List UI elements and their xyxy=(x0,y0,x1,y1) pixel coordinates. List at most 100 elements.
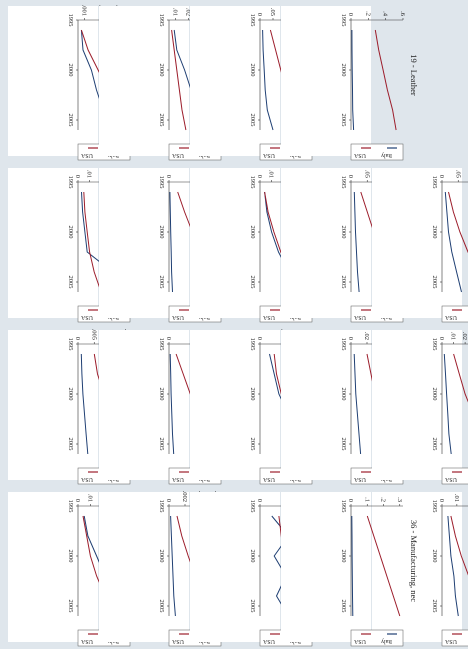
series-line-italy xyxy=(170,515,176,617)
legend-label: USA xyxy=(80,638,93,644)
panel-background xyxy=(99,168,189,318)
legend-label: USA xyxy=(262,152,275,158)
x-tick-label: 1995 xyxy=(158,14,165,27)
x-tick-label: 1995 xyxy=(249,500,256,513)
x-tick-label: 2005 xyxy=(249,276,256,289)
legend-label: USA xyxy=(80,476,93,482)
panel-background xyxy=(99,330,189,480)
x-tick-label: 2005 xyxy=(249,114,256,127)
x-tick-label: 2005 xyxy=(67,276,74,289)
x-tick-label: 1995 xyxy=(431,338,438,351)
x-tick-label: 2005 xyxy=(249,438,256,451)
y-tick-label: .01 xyxy=(172,8,179,16)
x-tick-label: 1995 xyxy=(158,338,165,351)
x-tick-label: 2000 xyxy=(249,226,256,239)
x-tick-label: 2000 xyxy=(340,64,347,77)
x-tick-label: 1995 xyxy=(67,14,74,27)
series-line-usa xyxy=(366,515,401,617)
series-line-usa xyxy=(374,29,397,131)
legend-label: USA xyxy=(171,152,184,158)
y-tick-label: 0 xyxy=(256,175,263,178)
panel-background xyxy=(99,492,189,642)
x-tick-label: 1995 xyxy=(158,176,165,189)
y-tick-label: 0 xyxy=(165,337,172,340)
y-tick-label: 0 xyxy=(256,13,263,16)
x-tick-label: 1995 xyxy=(67,338,74,351)
legend-label: USA xyxy=(262,638,275,644)
x-tick-label: 2005 xyxy=(340,600,347,613)
x-tick-label: 2005 xyxy=(67,438,74,451)
series-line-italy xyxy=(351,29,355,131)
x-tick-label: 2005 xyxy=(158,600,165,613)
legend-label: USA xyxy=(262,476,275,482)
series-line-italy xyxy=(353,353,362,455)
x-tick-label: 2005 xyxy=(158,276,165,289)
y-tick-label: .002 xyxy=(181,491,188,502)
series-line-usa xyxy=(450,515,468,617)
panel-background xyxy=(281,6,371,156)
legend-label: USA xyxy=(353,152,366,158)
x-tick-label: 1995 xyxy=(249,14,256,27)
y-tick-label: .05 xyxy=(454,170,461,178)
y-tick-label: .01 xyxy=(268,170,275,178)
chart-panel: 1995 2000 2005 0 .1 .2 .3 36 - Manufacturing, n… xyxy=(281,492,419,647)
y-tick-label: 0 xyxy=(74,337,81,340)
legend-label: USA xyxy=(80,152,93,158)
legend-label: USA xyxy=(171,314,184,320)
y-tick-label: 0 xyxy=(438,337,445,340)
legend-label: USA xyxy=(80,314,93,320)
x-tick-label: 2005 xyxy=(158,114,165,127)
x-tick-label: 1995 xyxy=(249,176,256,189)
x-tick-label: 1995 xyxy=(67,500,74,513)
x-tick-label: 2000 xyxy=(431,388,438,401)
panel-background xyxy=(190,330,280,480)
x-tick-label: 2000 xyxy=(249,64,256,77)
series-line-italy xyxy=(353,191,360,293)
y-tick-label: 0 xyxy=(165,175,172,178)
series-line-italy xyxy=(443,353,452,455)
x-tick-label: 1995 xyxy=(431,176,438,189)
legend-label: USA xyxy=(171,638,184,644)
x-tick-label: 2000 xyxy=(67,550,74,563)
y-tick-label: 0 xyxy=(347,499,354,502)
x-tick-label: 2005 xyxy=(340,276,347,289)
chart-title: 36 - Manufacturing, nec xyxy=(409,520,419,602)
panel-background xyxy=(281,168,371,318)
x-tick-label: 1995 xyxy=(340,14,347,27)
y-tick-label: 0 xyxy=(347,337,354,340)
x-tick-label: 2000 xyxy=(340,226,347,239)
panel-background xyxy=(8,6,98,156)
x-tick-label: 2000 xyxy=(158,388,165,401)
x-tick-label: 2000 xyxy=(67,388,74,401)
chart-rotated-group: 1995 2000 2005 0 .2 .4 .6 19 - Leather Italy USA xyxy=(340,11,419,161)
y-tick-label: .1 xyxy=(363,497,370,502)
y-tick-label: .6 xyxy=(399,11,406,17)
y-tick-label: .05 xyxy=(363,170,370,178)
legend-label: USA xyxy=(262,314,275,320)
panel-background xyxy=(190,168,280,318)
y-tick-label: .2 xyxy=(380,497,387,502)
legend-label: USA xyxy=(353,476,366,482)
x-tick-label: 1995 xyxy=(340,500,347,513)
y-tick-label: .001 xyxy=(81,5,88,16)
x-tick-label: 1995 xyxy=(67,176,74,189)
x-tick-label: 2000 xyxy=(67,226,74,239)
series-line-italy xyxy=(444,191,462,293)
series-line-usa xyxy=(171,29,187,131)
panel-background xyxy=(190,6,280,156)
y-tick-label: .005 xyxy=(90,329,97,340)
series-line-usa xyxy=(83,191,102,293)
y-tick-label: .01 xyxy=(453,494,460,502)
x-tick-label: 2005 xyxy=(431,276,438,289)
x-tick-label: 1995 xyxy=(158,500,165,513)
x-tick-label: 1995 xyxy=(249,338,256,351)
